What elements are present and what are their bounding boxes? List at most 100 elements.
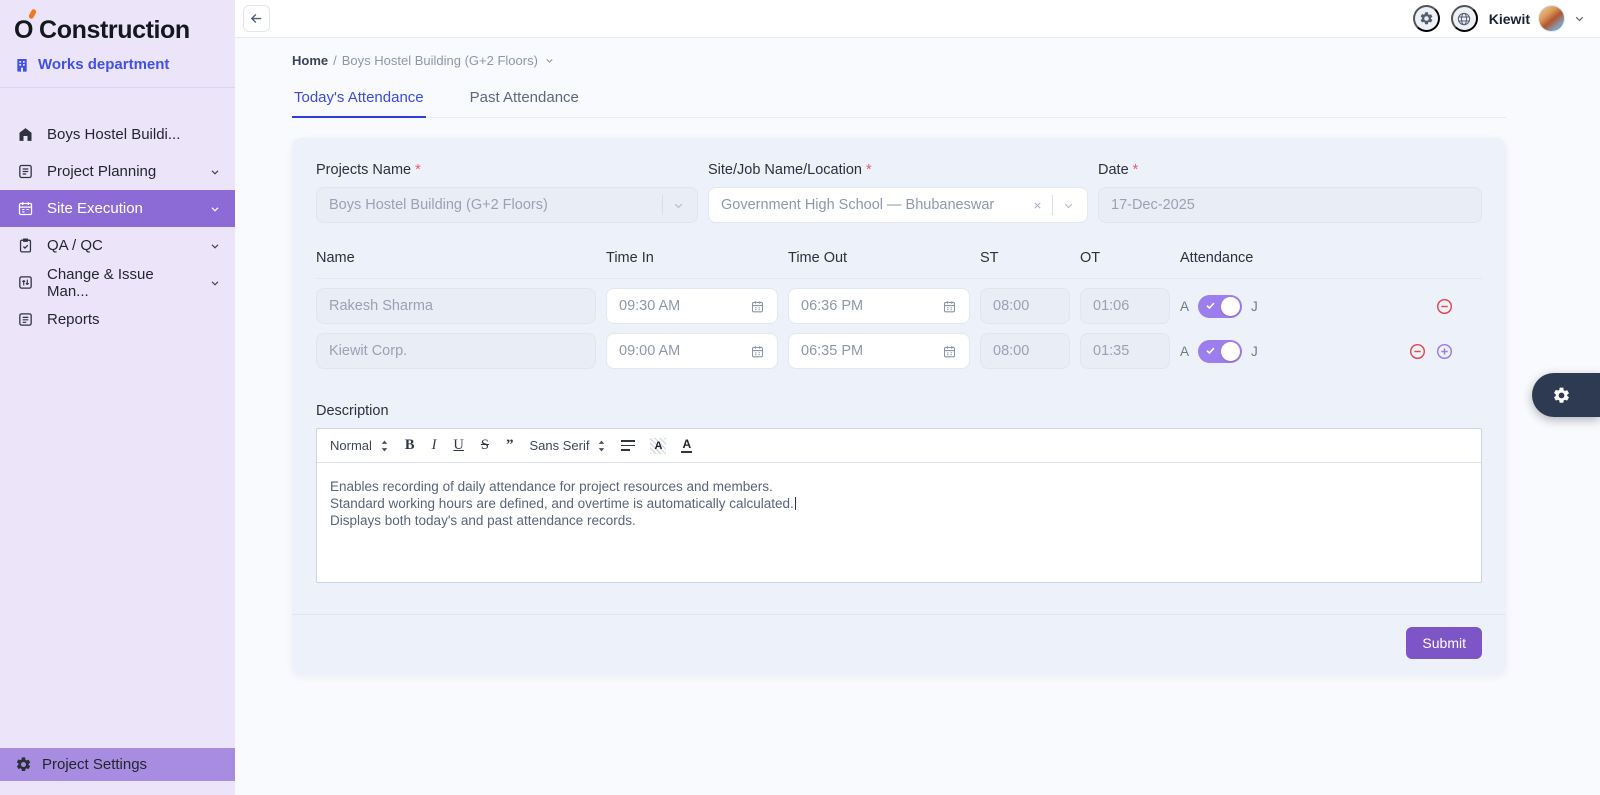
toggle-right-label: J [1251, 343, 1258, 359]
name-input[interactable]: Kiewit Corp. [316, 333, 596, 369]
time-in-input[interactable]: 09:30 AM [606, 288, 778, 324]
sidebar-item-change-issue[interactable]: Change & Issue Man... [0, 264, 235, 301]
required-asterisk: * [865, 162, 872, 178]
time-out-input[interactable]: 06:35 PM [788, 333, 970, 369]
chevron-down-icon [209, 203, 221, 215]
text-caret [794, 497, 796, 510]
site-job-select[interactable]: Government High School — Bhubaneswar [708, 187, 1088, 223]
column-header-name: Name [316, 250, 355, 266]
gear-icon [15, 756, 32, 773]
editor-body[interactable]: Enables recording of daily attendance fo… [317, 463, 1481, 582]
site-job-label: Site/Job Name/Location * [708, 162, 872, 178]
projects-name-select[interactable]: Boys Hostel Building (G+2 Floors) [316, 187, 698, 223]
tab-todays-attendance[interactable]: Today's Attendance [292, 83, 426, 118]
clear-icon[interactable] [1032, 200, 1043, 211]
sidebar-item-boys-hostel[interactable]: Boys Hostel Buildi... [0, 116, 235, 153]
background-color-icon[interactable]: A [650, 437, 667, 454]
sidebar-item-label: Reports [47, 311, 100, 328]
calendar-icon[interactable] [942, 299, 957, 314]
sidebar-item-label: Boys Hostel Buildi... [47, 126, 181, 143]
time-out-input[interactable]: 06:36 PM [788, 288, 970, 324]
sidebar-item-project-settings[interactable]: Project Settings [0, 748, 235, 781]
add-row-button[interactable] [1435, 342, 1454, 361]
italic-button[interactable]: I [431, 437, 437, 453]
main-area: Kiewit Home / Boys Hostel Building (G+2 … [235, 0, 1600, 795]
divider [662, 195, 663, 215]
name-input[interactable]: Rakesh Sharma [316, 288, 596, 324]
breadcrumb-current[interactable]: Boys Hostel Building (G+2 Floors) [341, 53, 538, 68]
remove-row-button[interactable] [1408, 342, 1427, 361]
paragraph-style-select[interactable]: Normal [330, 438, 389, 453]
brand-accent-mark [27, 8, 38, 20]
sidebar-item-label: Change & Issue Man... [47, 265, 154, 300]
sidebar-item-qa-qc[interactable]: QA / QC [0, 227, 235, 264]
calendar-icon[interactable] [750, 299, 765, 314]
up-down-arrows-icon [597, 440, 606, 452]
description-label: Description [316, 403, 389, 419]
tab-past-attendance[interactable]: Past Attendance [469, 89, 579, 106]
floating-settings-button[interactable] [1532, 373, 1600, 417]
calendar-icon[interactable] [942, 344, 957, 359]
sidebar-item-label: Site Execution [47, 200, 143, 217]
settings-button[interactable] [1412, 5, 1440, 32]
font-select[interactable]: Sans Serif [529, 438, 606, 453]
topbar-right: Kiewit [1412, 5, 1586, 32]
chevron-down-icon[interactable] [1062, 199, 1075, 212]
toggle-knob [1221, 341, 1241, 361]
ot-input: 01:35 [1080, 333, 1170, 369]
up-down-arrows-icon [380, 440, 389, 452]
user-menu[interactable]: Kiewit [1489, 5, 1586, 32]
form-fields-row: Projects Name * Boys Hostel Building (G+2… [316, 162, 1482, 223]
description-section: Description Normal B I U S ” [316, 403, 1482, 583]
document-icon [17, 163, 34, 180]
card-footer: Submit [292, 614, 1506, 675]
align-icon[interactable] [621, 440, 636, 451]
submit-button[interactable]: Submit [1406, 627, 1482, 659]
ot-input: 01:06 [1080, 288, 1170, 324]
calendar-icon[interactable] [750, 344, 765, 359]
bold-button[interactable]: B [404, 437, 415, 453]
check-icon [1205, 300, 1216, 311]
select-suffix [1032, 195, 1075, 215]
toggle-left-label: A [1180, 298, 1190, 314]
blockquote-button[interactable]: ” [505, 437, 514, 453]
department-row: Works department [14, 56, 219, 73]
sidebar-item-project-planning[interactable]: Project Planning [0, 153, 235, 190]
projects-name-field: Projects Name * Boys Hostel Building (G+2… [316, 162, 698, 223]
projects-name-label: Projects Name * [316, 162, 421, 178]
home-icon [17, 126, 34, 143]
select-suffix [662, 195, 685, 215]
time-in-input[interactable]: 09:00 AM [606, 333, 778, 369]
required-asterisk: * [1132, 162, 1139, 178]
attendance-toggle[interactable] [1198, 339, 1243, 363]
row-actions [1377, 342, 1482, 361]
rich-text-editor: Normal B I U S ” Sans Serif [316, 428, 1482, 583]
row-actions [1377, 297, 1482, 316]
calendar-icon [17, 200, 34, 217]
strikethrough-button[interactable]: S [480, 437, 489, 453]
toggle-knob [1221, 296, 1241, 316]
chevron-down-icon [209, 166, 221, 178]
sidebar-item-reports[interactable]: Reports [0, 301, 235, 338]
sidebar: O Construction Works department Boys Hos… [0, 0, 235, 795]
back-button[interactable] [243, 5, 270, 32]
breadcrumb: Home / Boys Hostel Building (G+2 Floors) [292, 53, 1600, 68]
table-row: Rakesh Sharma 09:30 AM 06:36 PM 08:00 [316, 288, 1482, 324]
globe-button[interactable] [1450, 5, 1478, 32]
text-color-icon[interactable]: A [681, 437, 693, 453]
site-job-value: Government High School — Bhubaneswar [721, 197, 995, 213]
sidebar-item-site-execution[interactable]: Site Execution [0, 190, 235, 227]
content: Home / Boys Hostel Building (G+2 Floors)… [235, 38, 1600, 795]
tab-bar: Today's Attendance Past Attendance [292, 83, 1506, 118]
chevron-down-icon [1573, 12, 1586, 25]
brand-name: Construction [39, 16, 190, 44]
date-input[interactable]: 17-Dec-2025 [1098, 187, 1482, 223]
sidebar-item-label: Project Planning [47, 163, 157, 180]
attendance-toggle[interactable] [1198, 294, 1243, 318]
underline-button[interactable]: U [453, 437, 464, 453]
chevron-down-icon [209, 240, 221, 252]
chevron-down-icon[interactable] [544, 55, 555, 66]
breadcrumb-home-link[interactable]: Home [292, 53, 329, 68]
remove-row-button[interactable] [1435, 297, 1454, 316]
report-icon [17, 311, 34, 328]
